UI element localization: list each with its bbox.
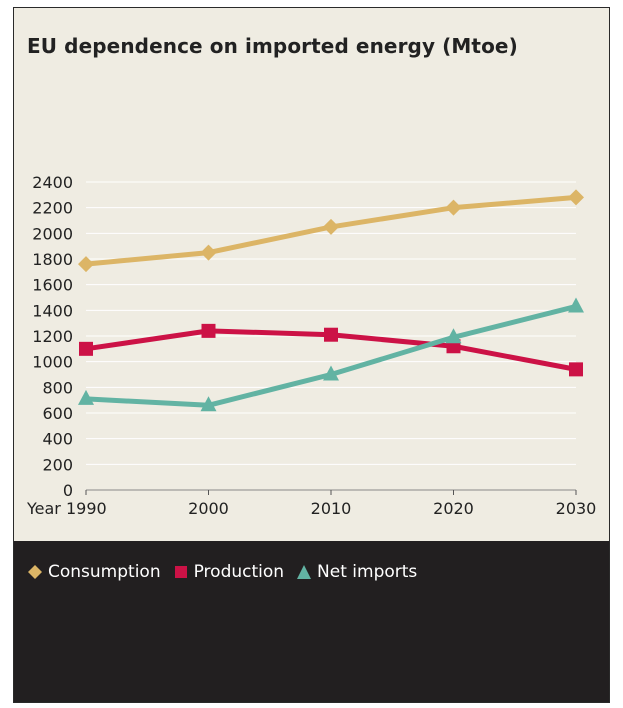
y-tick-label: 2200 bbox=[32, 199, 73, 218]
data-point bbox=[78, 389, 94, 405]
legend-label-net-imports: Net imports bbox=[317, 562, 418, 582]
chart-title: EU dependence on imported energy (Mtoe) bbox=[27, 34, 518, 58]
legend-item-production: Production bbox=[173, 562, 284, 582]
y-tick-label: 400 bbox=[42, 430, 73, 449]
line-chart: 0 200 400 600 800 1000 1200 1400 1600 1800 2000 220… bbox=[26, 173, 597, 518]
y-tick-label: 0 bbox=[63, 481, 73, 500]
x-tick-label: Year 1990 bbox=[26, 499, 107, 518]
data-point bbox=[569, 362, 583, 377]
triangle-icon bbox=[297, 565, 312, 579]
x-tick-label: 2030 bbox=[556, 499, 597, 518]
data-point bbox=[445, 328, 462, 344]
x-tick-label: 2010 bbox=[311, 499, 352, 518]
data-point bbox=[568, 297, 584, 313]
x-tick-label: 2000 bbox=[188, 499, 229, 518]
data-point bbox=[79, 341, 93, 356]
data-point bbox=[200, 244, 217, 261]
legend-item-net-imports: Net imports bbox=[296, 562, 417, 582]
square-icon bbox=[174, 566, 187, 578]
chart-card: EU dependence on imported energy (Mtoe) … bbox=[13, 7, 610, 703]
legend-panel: Consumption Production Net imports bbox=[14, 541, 609, 702]
legend-label-consumption: Consumption bbox=[48, 562, 161, 582]
legend: Consumption Production Net imports bbox=[27, 562, 429, 582]
y-tick-label: 1400 bbox=[32, 301, 73, 320]
x-tick-label: 2020 bbox=[433, 499, 474, 518]
legend-label-production: Production bbox=[193, 562, 285, 582]
diamond-icon bbox=[28, 565, 42, 579]
data-point bbox=[323, 365, 339, 381]
data-point bbox=[445, 199, 462, 216]
y-tick-label: 200 bbox=[42, 455, 73, 474]
y-tick-label: 1600 bbox=[32, 276, 73, 295]
data-point bbox=[568, 189, 584, 206]
data-point bbox=[324, 327, 338, 342]
y-tick-label: 1800 bbox=[32, 250, 73, 269]
y-tick-label: 600 bbox=[42, 404, 73, 423]
data-point bbox=[323, 218, 339, 235]
data-point bbox=[78, 256, 94, 273]
y-tick-label: 1000 bbox=[32, 353, 73, 372]
data-point bbox=[200, 396, 217, 412]
data-point bbox=[201, 323, 216, 338]
y-tick-label: 800 bbox=[42, 378, 73, 397]
y-tick-label: 2000 bbox=[32, 224, 73, 243]
y-tick-label: 2400 bbox=[32, 173, 73, 192]
y-tick-label: 1200 bbox=[32, 327, 73, 346]
legend-item-consumption: Consumption bbox=[27, 562, 161, 582]
